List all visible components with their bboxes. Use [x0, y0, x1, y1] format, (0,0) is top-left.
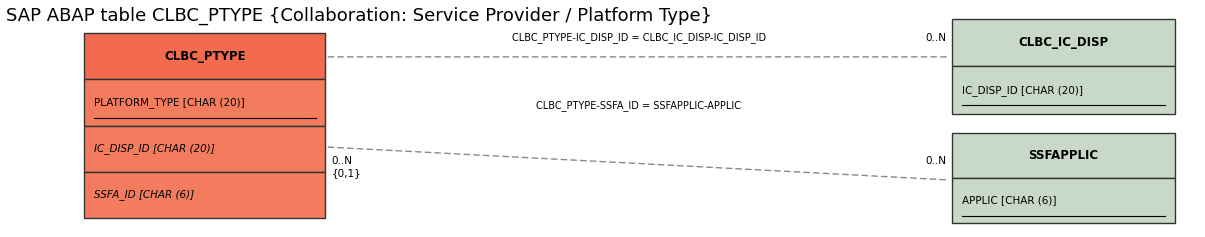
Text: CLBC_PTYPE-IC_DISP_ID = CLBC_IC_DISP-IC_DISP_ID: CLBC_PTYPE-IC_DISP_ID = CLBC_IC_DISP-IC_… [512, 32, 765, 43]
Bar [952, 178, 1175, 223]
Text: CLBC_IC_DISP: CLBC_IC_DISP [1018, 36, 1109, 49]
Bar [84, 126, 325, 172]
Text: IC_DISP_ID [CHAR (20)]: IC_DISP_ID [CHAR (20)] [94, 143, 214, 154]
Bar [84, 172, 325, 218]
Text: SSFAPPLIC: SSFAPPLIC [1028, 149, 1099, 162]
Text: APPLIC [CHAR (6)]: APPLIC [CHAR (6)] [962, 195, 1056, 205]
Bar [952, 19, 1175, 66]
Text: IC_DISP_ID [CHAR (20)]: IC_DISP_ID [CHAR (20)] [962, 85, 1082, 96]
Bar [84, 33, 325, 79]
Text: 0..N: 0..N [925, 156, 946, 166]
Text: CLBC_PTYPE-SSFA_ID = SSFAPPLIC-APPLIC: CLBC_PTYPE-SSFA_ID = SSFAPPLIC-APPLIC [536, 100, 741, 111]
Text: SAP ABAP table CLBC_PTYPE {Collaboration: Service Provider / Platform Type}: SAP ABAP table CLBC_PTYPE {Collaboration… [6, 7, 712, 25]
Bar [84, 79, 325, 126]
Text: CLBC_PTYPE: CLBC_PTYPE [164, 50, 246, 63]
Text: 0..N
{0,1}: 0..N {0,1} [331, 156, 361, 178]
Text: SSFA_ID [CHAR (6)]: SSFA_ID [CHAR (6)] [94, 189, 194, 201]
Text: 0..N: 0..N [925, 33, 946, 43]
Bar [952, 66, 1175, 114]
Text: PLATFORM_TYPE [CHAR (20)]: PLATFORM_TYPE [CHAR (20)] [94, 97, 245, 108]
Bar [952, 133, 1175, 178]
